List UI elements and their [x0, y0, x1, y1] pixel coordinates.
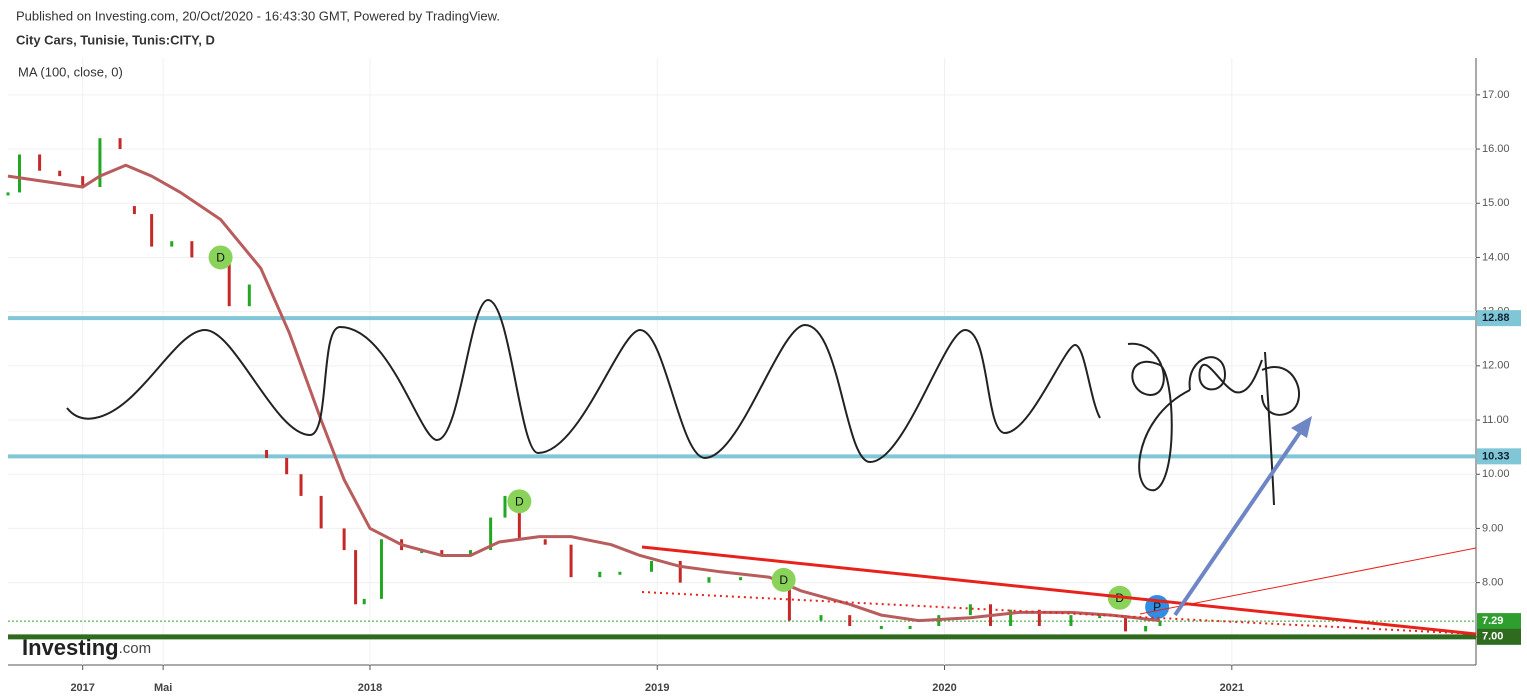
trend-line: [641, 591, 1477, 635]
y-tick-label: 11.00: [1482, 414, 1509, 426]
price-badge: [1477, 613, 1521, 630]
price-bar: [150, 214, 154, 247]
price-label: 12.88: [1482, 312, 1510, 324]
price-label: 7.00: [1482, 631, 1503, 643]
y-tick-label: 14.00: [1482, 251, 1510, 263]
published-note: Published on Investing.com, 20/Oct/2020 …: [16, 8, 500, 23]
price-bar: [354, 550, 358, 605]
logo: Investing.com: [22, 635, 151, 660]
event-marker: [771, 567, 796, 592]
event-marker: [208, 245, 233, 270]
price-bar: [58, 170, 62, 177]
price-badge: [1477, 310, 1521, 327]
symbol-title: City Cars, Tunisie, Tunis:CITY, D: [16, 32, 215, 47]
price-bar: [1069, 615, 1073, 626]
y-tick-label: 9.00: [1482, 522, 1503, 534]
price-bar: [879, 625, 883, 629]
event-label: D: [779, 573, 788, 587]
price-bar: [17, 154, 21, 193]
price-bar: [489, 517, 493, 551]
arrow: [1173, 426, 1305, 617]
price-bar: [1009, 609, 1013, 626]
price-bar: [1098, 615, 1102, 619]
x-tick-label: 2019: [645, 682, 669, 694]
marks: DDDDP: [6, 138, 1170, 632]
price-bar: [265, 449, 269, 458]
logo-brand: Investing: [22, 635, 119, 660]
price-bar: [285, 457, 289, 475]
price-bar: [190, 241, 194, 258]
price-bar: [247, 284, 251, 307]
x-tick-label: 2018: [358, 682, 382, 694]
x-tick-label: 2020: [932, 682, 956, 694]
levels: 12.88 10.33 7.29 7.00: [8, 310, 1521, 645]
price-bar: [118, 138, 122, 150]
price-bar: [362, 598, 366, 605]
y-tick-label: 16.00: [1482, 143, 1510, 155]
y-tick-label: 8.00: [1482, 577, 1503, 589]
price-bar: [968, 604, 972, 616]
trend-line: [1139, 547, 1477, 615]
indicator-label: MA (100, close, 0): [18, 64, 123, 79]
price-bar: [319, 495, 323, 529]
event-label: P: [1153, 600, 1161, 614]
price-bar: [848, 615, 852, 626]
price-bar: [379, 539, 383, 599]
price-bar: [1144, 625, 1148, 632]
price-bar: [908, 625, 912, 629]
event-label: D: [216, 251, 225, 265]
price-bar: [6, 192, 10, 196]
x-tick-label: 2021: [1220, 682, 1244, 694]
price-bar: [819, 615, 823, 621]
price-bar: [739, 577, 743, 581]
event-marker: [507, 489, 532, 514]
x-tick-label: Mai: [154, 682, 172, 694]
price-bar: [598, 571, 602, 578]
hand-drawing: [66, 298, 1101, 464]
price-bar: [1124, 615, 1128, 632]
price-bar: [678, 560, 682, 583]
price-bar: [569, 544, 573, 578]
price-bar: [170, 241, 174, 247]
logo-suffix: .com: [119, 640, 152, 657]
price-bar: [342, 528, 346, 551]
y-tick-label: 10.00: [1482, 468, 1510, 480]
price-bar: [503, 495, 507, 518]
price-bar: [299, 474, 303, 496]
price-bar: [132, 206, 136, 215]
price-bar: [38, 154, 42, 171]
price-badge: [1477, 448, 1521, 465]
price-label: 7.29: [1482, 615, 1503, 627]
price-bar: [517, 495, 521, 540]
y-tick-label: 12.00: [1482, 360, 1510, 372]
price-badge: [1477, 628, 1521, 645]
grid: 7.008.009.0010.0011.0012.0013.0014.0015.…: [8, 58, 1510, 694]
price-label: 10.33: [1482, 450, 1510, 462]
price-bar: [707, 577, 711, 583]
hand-writing: [1127, 342, 1300, 506]
arrow-head: [1291, 416, 1312, 438]
price-bar: [650, 560, 654, 572]
price-bar: [543, 539, 547, 545]
price-bar: [81, 176, 85, 187]
y-tick-label: 17.00: [1482, 89, 1510, 101]
price-bar: [440, 550, 444, 556]
moving-average: [7, 163, 1161, 623]
price-bar: [1037, 609, 1041, 626]
price-bar: [618, 571, 622, 575]
event-label: D: [515, 494, 524, 508]
price-bar: [227, 262, 231, 307]
price-bar: [1158, 620, 1162, 626]
y-tick-label: 15.00: [1482, 197, 1510, 209]
price-bar: [787, 577, 791, 621]
price-bar: [469, 550, 473, 556]
price-bar: [98, 138, 102, 187]
x-tick-label: 2017: [70, 682, 94, 694]
trend-line: [641, 545, 1477, 636]
